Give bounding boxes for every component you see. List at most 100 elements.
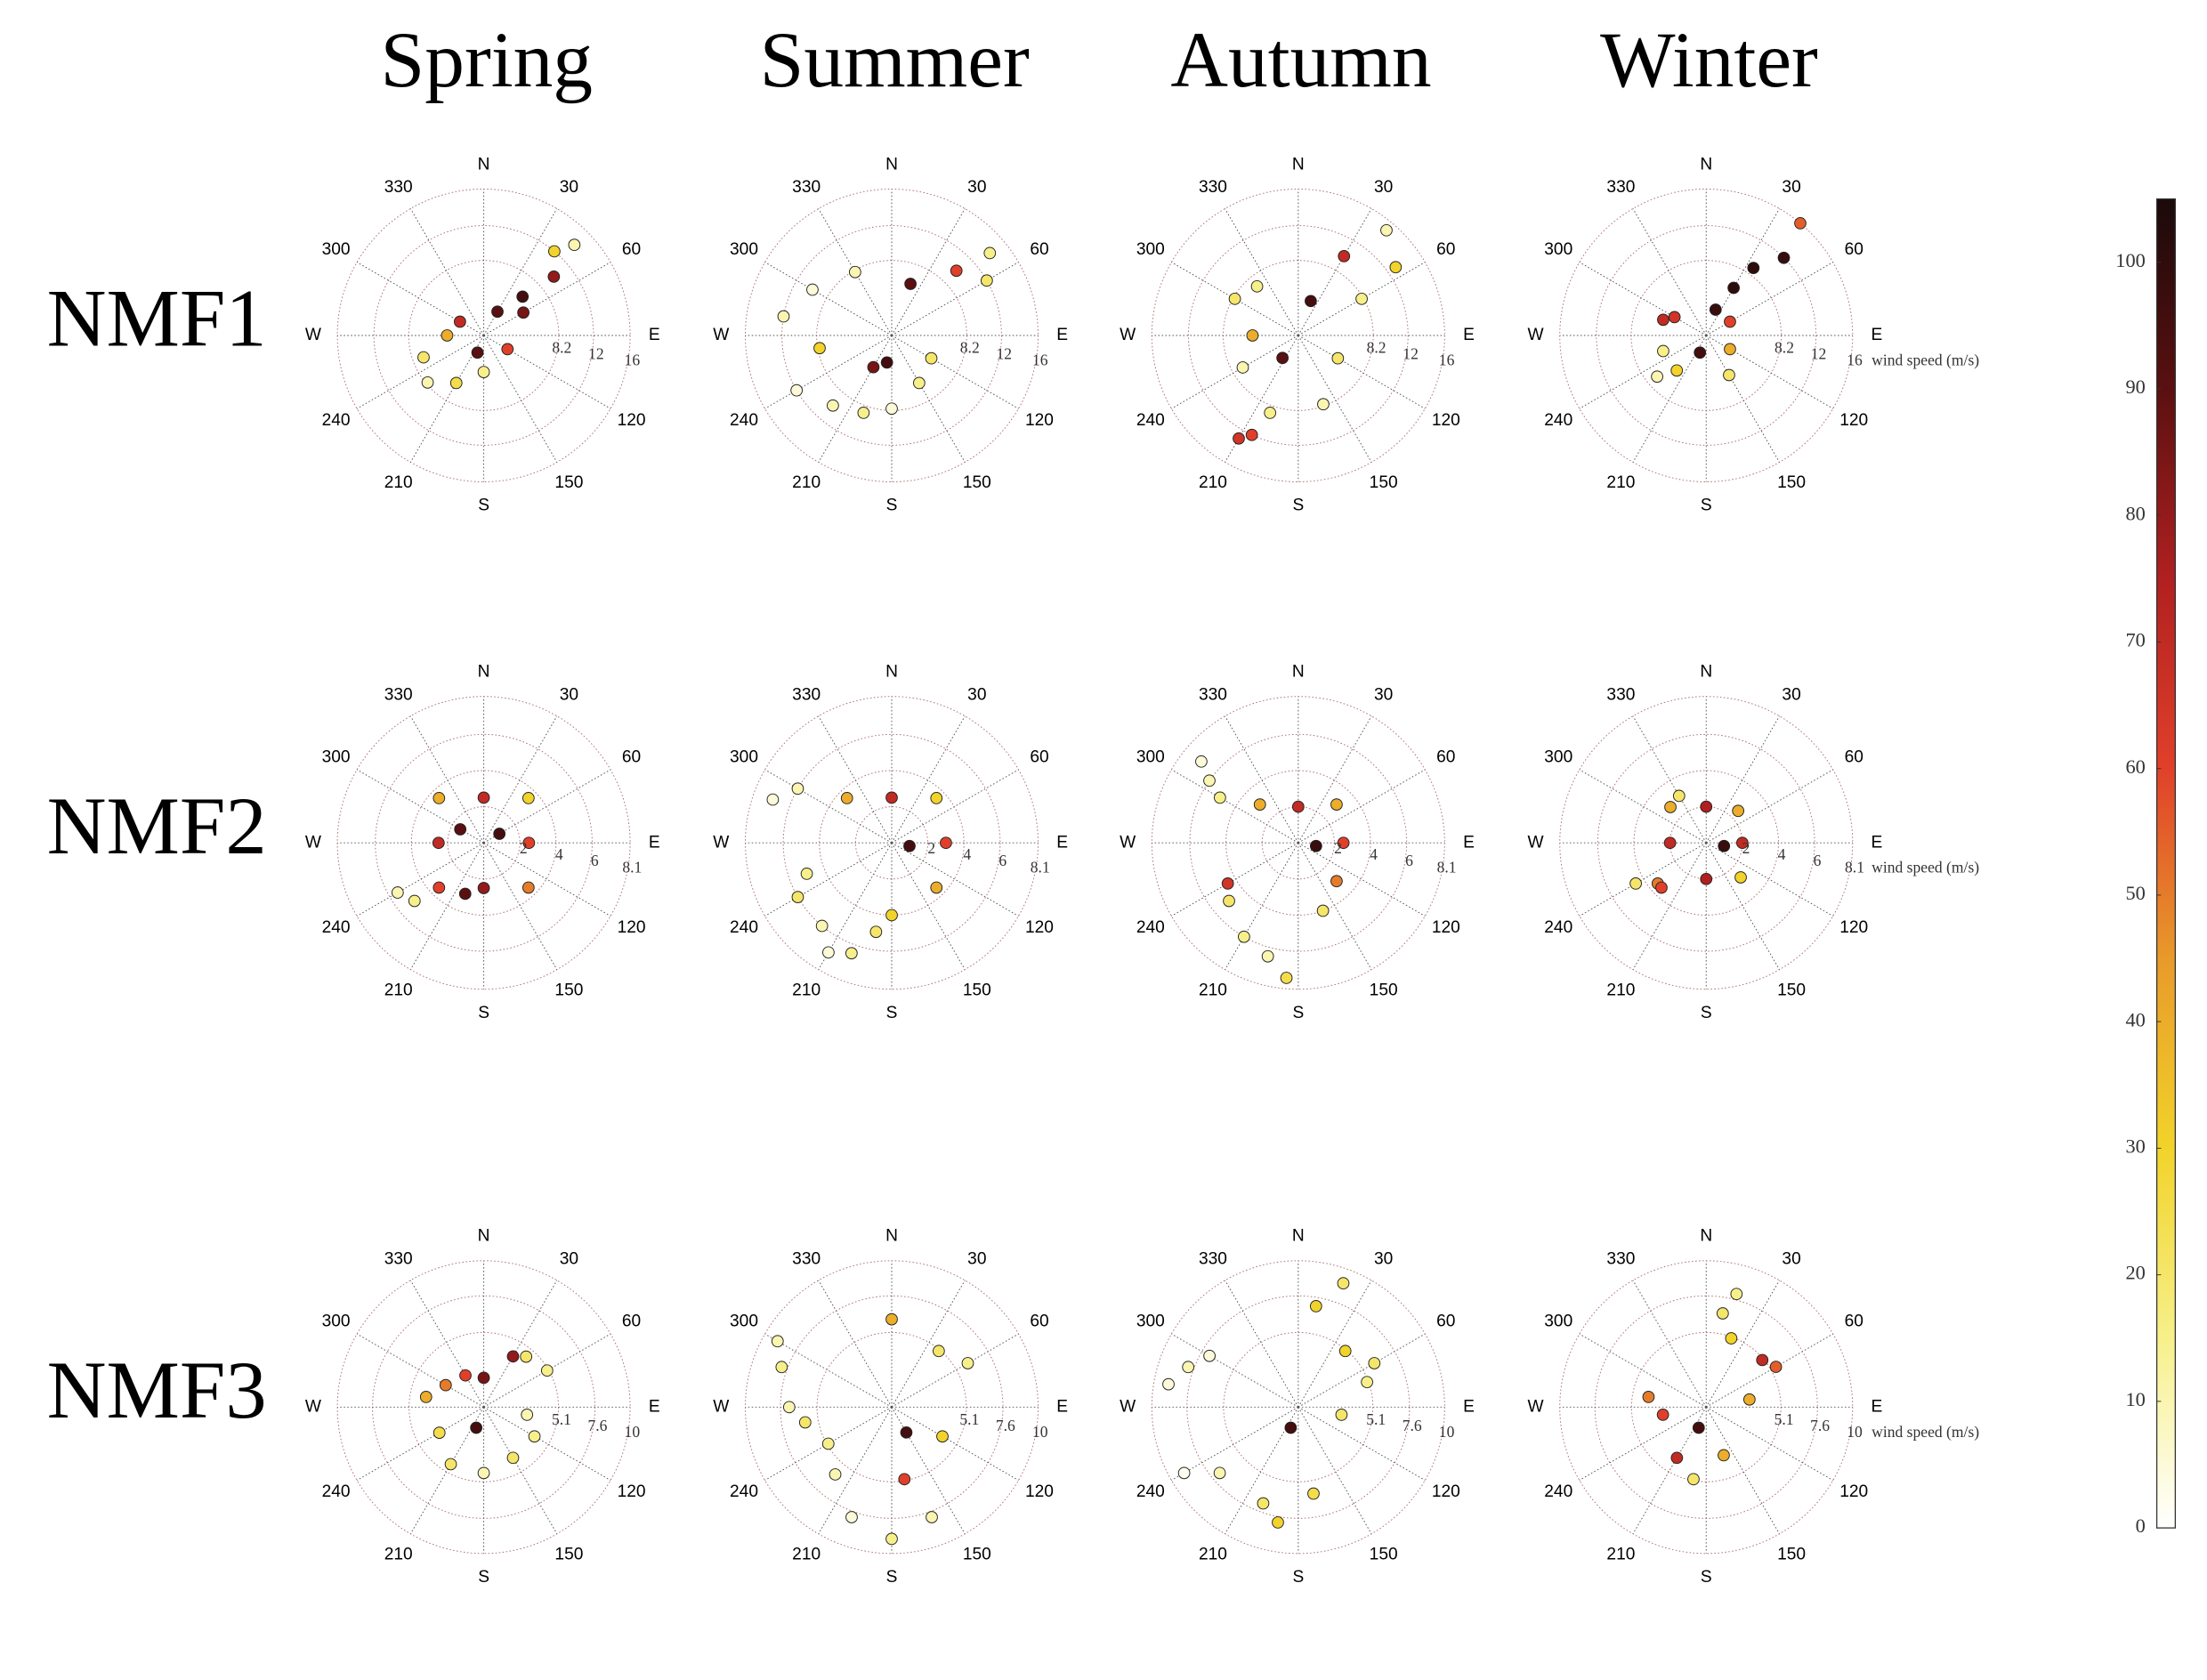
radial-tick-label: 2	[927, 839, 935, 857]
angle-tick-label: 300	[730, 1312, 758, 1331]
grid-spoke	[483, 1406, 611, 1481]
data-point	[1724, 315, 1736, 328]
angle-tick-label: S	[1701, 1568, 1712, 1587]
data-point	[983, 246, 997, 260]
angle-tick-label: E	[1463, 1397, 1475, 1416]
angle-tick-label: 120	[618, 1482, 646, 1501]
data-point	[540, 1364, 554, 1377]
angle-tick-label: E	[649, 1397, 660, 1416]
angle-tick-label: 300	[1136, 747, 1165, 766]
angle-tick-label: 150	[1777, 473, 1806, 492]
angle-tick-label: W	[1528, 326, 1545, 344]
angle-tick-label: E	[1872, 833, 1883, 852]
data-point	[521, 792, 535, 804]
grid-spoke	[409, 1280, 484, 1408]
angle-tick-label: W	[305, 1397, 322, 1416]
grid-spoke	[891, 335, 1019, 409]
data-point	[1672, 789, 1686, 803]
grid-spoke	[818, 208, 893, 336]
data-point	[433, 1426, 446, 1439]
angle-tick-label: 150	[1370, 981, 1398, 999]
grid-spoke	[1579, 1406, 1707, 1481]
angle-tick-label: N	[478, 1227, 490, 1246]
grid-spoke	[483, 262, 611, 336]
polar-panel: N 30 60 E 120 150 S 210 240 W 300 330 5.1 7.6 10 wind s…	[1528, 1227, 1980, 1587]
grid-spoke	[356, 335, 484, 409]
data-point	[432, 836, 445, 850]
grid-spoke	[1706, 335, 1833, 409]
data-point	[790, 384, 804, 397]
angle-tick-label: 240	[322, 1482, 351, 1501]
grid-spoke	[356, 262, 484, 336]
data-point	[1213, 1466, 1226, 1480]
grid-spoke	[1298, 335, 1372, 463]
radial-axis-label: wind speed (m/s)	[1872, 351, 1979, 368]
grid-spoke	[1632, 715, 1707, 844]
data-point	[1709, 303, 1722, 316]
radial-tick-label: 10	[625, 1423, 641, 1441]
angle-tick-label: W	[1120, 1397, 1136, 1416]
grid-spoke	[1298, 1280, 1372, 1408]
grid-spoke	[1579, 842, 1707, 917]
data-point	[1718, 839, 1731, 852]
radial-tick-label: 6	[998, 852, 1006, 869]
data-point	[1338, 1345, 1352, 1358]
data-point	[453, 315, 466, 328]
angle-tick-label: N	[1292, 1227, 1305, 1246]
data-point	[815, 919, 829, 933]
angle-tick-label: 210	[384, 981, 413, 999]
angle-tick-label: E	[1463, 833, 1475, 852]
polar-panel: N 30 60 E 120 150 S 210 240 W 300 330 8.2 12 16 wind sp…	[1528, 155, 1980, 514]
data-point	[1307, 1487, 1320, 1500]
angle-tick-label: 240	[322, 411, 351, 430]
data-point	[885, 909, 898, 922]
polar-panel: N 30 60 E 120 150 S 210 240 W 300 330 8.2 12 16	[1120, 155, 1475, 514]
data-point	[1291, 800, 1305, 813]
angle-tick-label: 60	[1030, 240, 1048, 259]
grid-ring	[782, 733, 1001, 952]
grid-spoke	[1298, 335, 1426, 409]
data-point	[1642, 1391, 1655, 1403]
data-point	[1337, 1277, 1350, 1290]
radial-tick-label: 7.6	[587, 1417, 607, 1434]
grid-spoke	[1298, 715, 1372, 844]
colorbar-tick-label: 60	[2125, 755, 2145, 778]
angle-tick-label: 300	[322, 747, 351, 766]
data-point	[1724, 343, 1736, 356]
angle-tick-label: 30	[967, 178, 986, 197]
data-point	[1629, 877, 1642, 890]
angle-tick-label: 30	[1782, 685, 1800, 704]
angle-tick-label: 330	[792, 685, 821, 704]
grid-spoke	[1706, 842, 1833, 917]
data-point	[1742, 1393, 1756, 1406]
angle-tick-label: 60	[1030, 747, 1048, 766]
data-point	[1692, 1421, 1705, 1434]
data-point	[459, 1369, 472, 1382]
angle-tick-label: 150	[963, 473, 991, 492]
data-point	[1389, 261, 1403, 274]
angle-tick-label: 30	[967, 1249, 986, 1268]
angle-tick-label: 240	[1544, 411, 1572, 430]
angle-tick-label: 120	[1839, 411, 1868, 430]
data-point	[936, 1430, 949, 1443]
grid-ring	[375, 733, 593, 952]
data-point	[904, 278, 917, 290]
angle-tick-label: 150	[1777, 1545, 1806, 1563]
angle-tick-label: 330	[1606, 178, 1635, 197]
angle-tick-label: S	[478, 497, 489, 515]
angle-tick-label: 150	[554, 1545, 583, 1563]
column-title: Summer	[760, 16, 1030, 104]
grid-spoke	[891, 842, 966, 970]
angle-tick-label: S	[478, 1568, 489, 1587]
radial-tick-label: 5.1	[1366, 1410, 1386, 1428]
angle-tick-label: 330	[384, 1249, 413, 1268]
angle-tick-label: 150	[963, 1545, 991, 1563]
angle-tick-label: 330	[1606, 685, 1635, 704]
angle-tick-label: 120	[1025, 1482, 1054, 1501]
angle-tick-label: E	[1056, 326, 1068, 344]
grid-spoke	[483, 208, 558, 336]
angle-tick-label: 330	[1199, 178, 1227, 197]
colorbar-tick-label: 70	[2125, 629, 2145, 651]
grid-spoke	[356, 1406, 484, 1481]
colorbar-tick-label: 10	[2125, 1388, 2145, 1410]
